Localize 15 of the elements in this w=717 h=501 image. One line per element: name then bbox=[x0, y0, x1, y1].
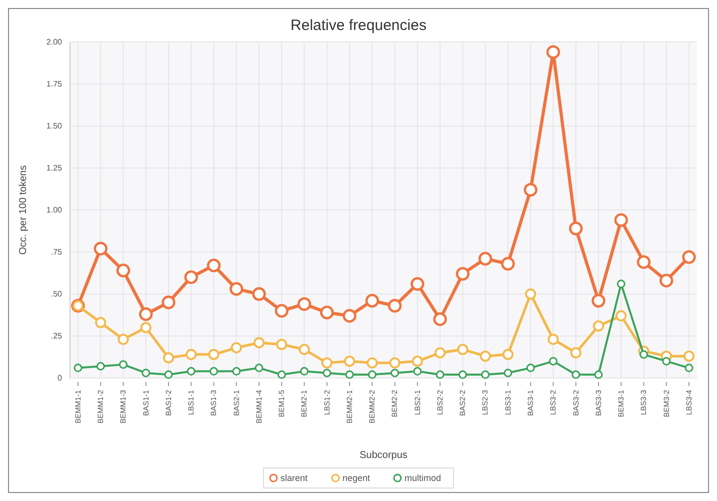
y-tick-label: .50 bbox=[50, 290, 63, 299]
legend-label: slarent bbox=[280, 472, 308, 483]
y-tick-label: .25 bbox=[50, 332, 63, 341]
y-tick-label: .75 bbox=[50, 248, 63, 257]
chart-title: Relative frequencies bbox=[290, 17, 426, 34]
y-tick-label: 1.25 bbox=[46, 164, 63, 173]
y-tick-label: 2.00 bbox=[46, 38, 63, 47]
y-tick-label: 1.00 bbox=[46, 206, 63, 215]
legend-label: multimod bbox=[404, 472, 442, 483]
y-tick-label: 1.75 bbox=[46, 80, 63, 89]
y-axis-title: Occ. per 100 tokens bbox=[18, 165, 29, 255]
y-tick-label: 1.50 bbox=[46, 122, 63, 131]
x-axis-title: Subcorpus bbox=[360, 450, 408, 461]
y-tick-label: 0 bbox=[58, 374, 63, 383]
legend-label: negent bbox=[342, 472, 371, 483]
